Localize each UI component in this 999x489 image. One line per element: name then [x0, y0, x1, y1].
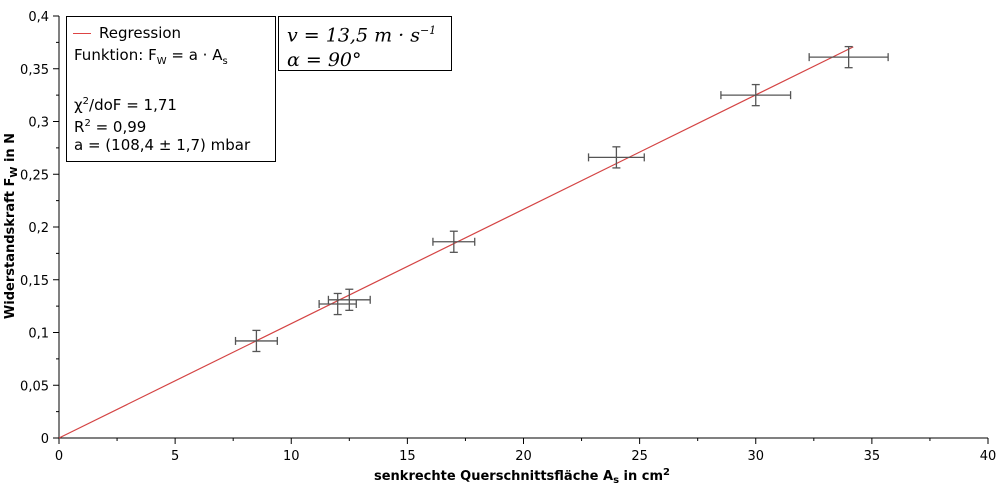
y-tick-label: 0,15	[20, 274, 49, 289]
angle-label: α = 90°	[287, 49, 362, 72]
legend-line-swatch	[73, 33, 91, 34]
y-tick-label: 0,4	[28, 10, 49, 25]
y-tick-label: 0,35	[20, 63, 49, 78]
x-tick-label: 10	[283, 449, 300, 464]
velocity-label: v = 13,5 m · s−1	[287, 24, 437, 47]
data-point	[808, 45, 889, 69]
data-point	[234, 329, 278, 353]
data-point	[587, 146, 645, 169]
x-tick-label: 35	[864, 449, 881, 464]
legend-chi2: χ2/doF = 1,71	[74, 96, 177, 114]
data-series	[234, 45, 889, 353]
x-tick-label: 25	[631, 449, 648, 464]
x-axis-title: senkrechte Querschnittsfläche As in cm2	[374, 467, 670, 486]
y-tick-label: 0,3	[28, 116, 49, 131]
x-tick-label: 15	[399, 449, 416, 464]
x-tick-label: 20	[515, 449, 532, 464]
data-point	[432, 230, 476, 253]
legend-regression-entry: Regression	[73, 23, 181, 44]
parameter-box: v = 13,5 m · s−1 α = 90°	[278, 16, 452, 71]
y-tick-label: 0,1	[28, 327, 49, 342]
legend-a-value: a = (108,4 ± 1,7) mbar	[74, 136, 251, 154]
ticks: 0 5 10 15 20 25 30 35 40 0 0,05 0,1 0,15 0,2 0,25 0,3 0,…	[20, 10, 996, 464]
regression-series	[58, 46, 854, 439]
legend: Regression Funktion: FW = a · As χ2/doF …	[66, 16, 276, 162]
data-point	[720, 83, 792, 107]
data-point	[327, 288, 371, 311]
y-tick-label: 0,25	[20, 168, 49, 183]
legend-regression-label: Regression	[99, 24, 182, 42]
y-tick-label: 0,2	[28, 221, 49, 236]
legend-r2: R2 = 0,99	[74, 118, 147, 136]
data-point	[318, 292, 357, 316]
y-axis-title: Widerstandskraft FW in N	[3, 133, 20, 319]
x-tick-label: 30	[747, 449, 764, 464]
legend-function: Funktion: FW = a · As	[74, 46, 228, 67]
regression-line	[58, 46, 854, 439]
y-tick-label: 0	[41, 432, 49, 447]
x-tick-label: 0	[55, 449, 63, 464]
y-tick-label: 0,05	[20, 379, 49, 394]
x-tick-label: 5	[171, 449, 179, 464]
x-tick-label: 40	[980, 449, 997, 464]
